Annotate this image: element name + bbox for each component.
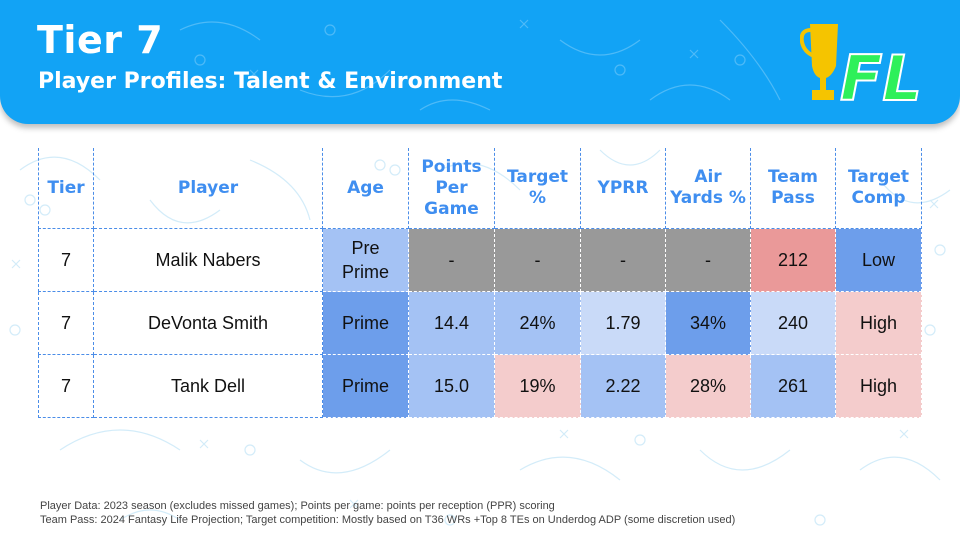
trophy-icon <box>800 24 838 100</box>
table-row: 7 Tank Dell Prime 15.0 19% 2.22 28% 261 … <box>38 354 922 418</box>
cell-age: Prime <box>322 291 409 355</box>
logo-text: FL <box>840 42 922 106</box>
cell-yprr: - <box>580 228 666 292</box>
cell-yprr: 1.79 <box>580 291 666 355</box>
column-header-points-per-game: Points Per Game <box>408 148 495 229</box>
column-header-team-pass: Team Pass <box>750 148 836 229</box>
cell-age: Pre Prime <box>322 228 409 292</box>
table-header-row: Tier Player Age Points Per Game Target% YP… <box>38 148 922 229</box>
column-header-player: Player <box>93 148 323 229</box>
cell-tier: 7 <box>38 291 94 355</box>
banner-playbook-pattern <box>179 19 781 111</box>
cell-team-pass: 240 <box>750 291 836 355</box>
cell-target-comp: High <box>835 291 922 355</box>
cell-player: Tank Dell <box>93 354 323 418</box>
cell-target-comp: Low <box>835 228 922 292</box>
footnote-team-pass: Team Pass: 2024 Fantasy Life Projection;… <box>40 514 736 526</box>
footnotes: Player Data: 2023 season (excludes misse… <box>40 499 735 527</box>
cell-target-pct: 19% <box>494 354 581 418</box>
cell-tier: 7 <box>38 354 94 418</box>
player-profiles-table: Tier Player Age Points Per Game Target% YP… <box>38 148 922 418</box>
table-row: 7 DeVonta Smith Prime 14.4 24% 1.79 34% … <box>38 291 922 355</box>
cell-points-per-game: 15.0 <box>408 354 495 418</box>
page-title: Tier 7 <box>37 18 164 62</box>
cell-target-pct: 24% <box>494 291 581 355</box>
cell-air-yards-pct: 34% <box>665 291 751 355</box>
column-header-tier: Tier <box>38 148 94 229</box>
cell-team-pass: 261 <box>750 354 836 418</box>
cell-player: Malik Nabers <box>93 228 323 292</box>
column-header-target-pct: Target% <box>494 148 581 229</box>
column-header-air-yards-pct: Air Yards % <box>665 148 751 229</box>
cell-points-per-game: - <box>408 228 495 292</box>
cell-tier: 7 <box>38 228 94 292</box>
table-row: 7 Malik Nabers Pre Prime - - - - 212 Low <box>38 228 922 292</box>
cell-target-comp: High <box>835 354 922 418</box>
cell-age: Prime <box>322 354 409 418</box>
cell-air-yards-pct: - <box>665 228 751 292</box>
column-header-target-comp: Target Comp <box>835 148 922 229</box>
fantasy-life-logo: FL <box>800 24 923 106</box>
title-banner: Tier 7 Player Profiles: Talent & Environ… <box>0 0 960 124</box>
page-subtitle: Player Profiles: Talent & Environment <box>38 69 503 94</box>
cell-yprr: 2.22 <box>580 354 666 418</box>
cell-target-pct: - <box>494 228 581 292</box>
cell-team-pass: 212 <box>750 228 836 292</box>
cell-points-per-game: 14.4 <box>408 291 495 355</box>
cell-player: DeVonta Smith <box>93 291 323 355</box>
footnote-player-data: Player Data: 2023 season (excludes misse… <box>40 500 555 512</box>
cell-air-yards-pct: 28% <box>665 354 751 418</box>
column-header-yprr: YPRR <box>580 148 666 229</box>
column-header-age: Age <box>322 148 409 229</box>
